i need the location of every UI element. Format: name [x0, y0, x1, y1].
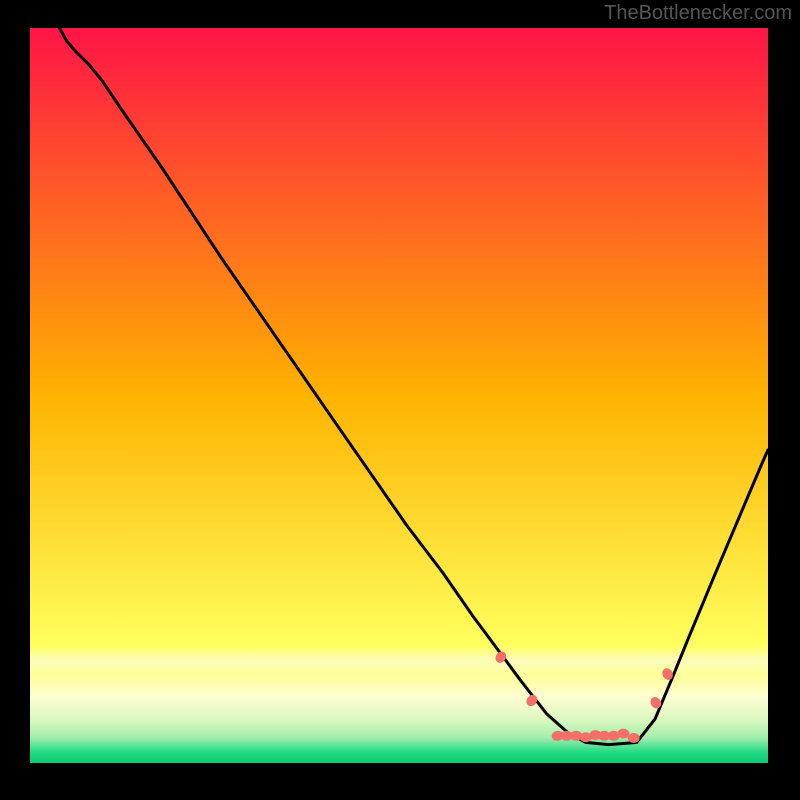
plot-svg: [30, 28, 768, 763]
chart-container: TheBottlenecker.com: [0, 0, 800, 800]
watermark: TheBottlenecker.com: [604, 2, 792, 25]
curve-marker: [617, 729, 629, 739]
curve-marker: [628, 733, 640, 743]
